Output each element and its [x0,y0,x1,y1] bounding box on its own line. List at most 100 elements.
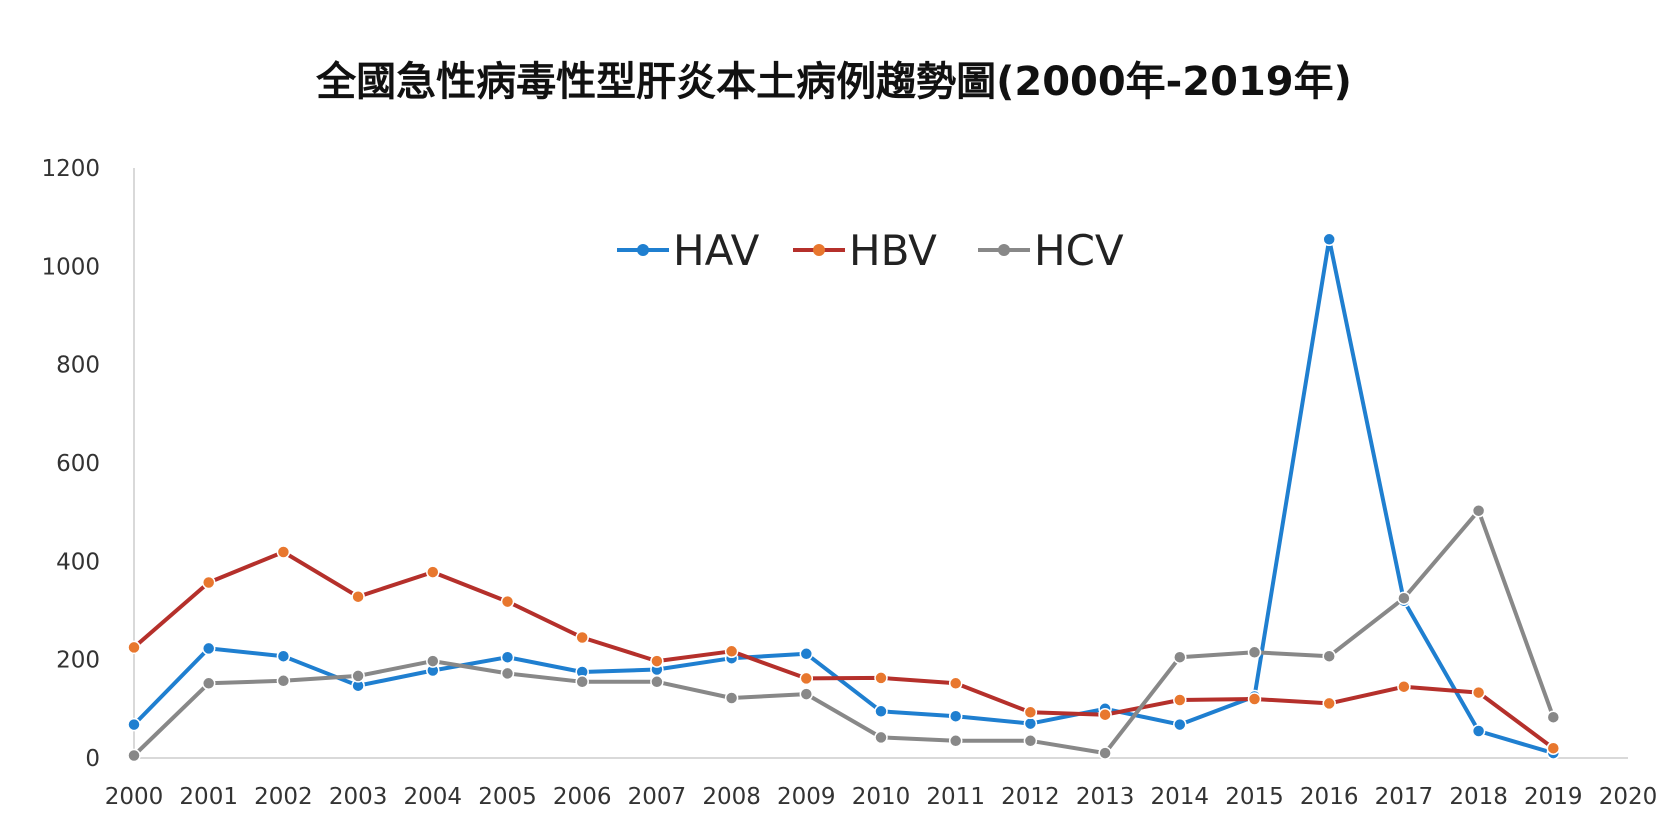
data-point-hbv [650,654,664,668]
data-point-hcv [276,674,291,688]
data-point-hbv [1173,693,1187,707]
x-tick-label: 2020 [1599,784,1658,810]
data-point-hbv [426,565,440,579]
legend-label: HCV [1034,226,1124,275]
x-tick-label: 2017 [1375,784,1434,810]
data-point-hcv [650,675,664,689]
data-point-hbv [948,676,963,691]
data-point-hav [500,650,515,664]
x-tick-label: 2000 [105,784,164,810]
data-point-hav [799,647,814,661]
legend-label: HBV [849,226,937,275]
x-tick-label: 2016 [1300,784,1359,810]
data-point-hcv [948,734,963,748]
x-tick-label: 2008 [702,784,761,810]
y-tick-label: 600 [56,451,100,477]
x-tick-label: 2003 [329,784,388,810]
legend-swatch-marker [637,244,649,256]
data-point-hav [948,709,963,723]
data-point-hcv [799,687,814,701]
y-tick-label: 0 [85,746,100,772]
x-tick-label: 2004 [404,784,463,810]
data-point-hbv [1546,741,1561,755]
series-hbv [127,545,1561,755]
legend-item-hcv: HCV [978,226,1124,275]
data-point-hbv [1471,685,1486,700]
data-point-hcv [1322,649,1336,663]
data-point-hbv [1247,692,1262,706]
legend-swatch-marker [998,244,1010,256]
x-tick-label: 2015 [1225,784,1284,810]
data-point-hav [1173,717,1187,732]
data-point-hcv [1247,645,1262,660]
data-point-hcv [874,730,888,745]
data-point-hcv [575,675,589,689]
legend-item-hav: HAV [617,226,760,275]
x-tick-label: 2018 [1449,784,1508,810]
x-axis-ticks: 2000 2001 2002 2003 2004 2005 2006 2007 2008 2009… [105,784,1658,810]
legend-item-hbv: HBV [793,226,937,275]
data-point-hbv [276,545,291,559]
chart-title: 全國急性病毒性型肝炎本土病例趨勢圖(2000年-2019年) [315,59,1352,105]
data-point-hbv [127,640,141,655]
data-point-hcv [201,676,216,691]
x-tick-label: 2019 [1524,784,1583,810]
data-point-hbv [799,671,814,686]
x-tick-label: 2002 [254,784,313,810]
data-point-hav [1023,716,1038,731]
x-tick-label: 2005 [478,784,537,810]
legend: HAV HBV HCV [617,226,1124,275]
data-point-hcv [1173,650,1187,664]
series-hcv [127,503,1561,763]
data-point-hbv [724,644,739,659]
x-tick-label: 2011 [926,784,985,810]
y-axis-ticks: 0 200 400 600 800 1000 1200 [41,156,100,772]
legend-swatch-marker [813,244,825,256]
data-point-hbv [1098,707,1112,722]
data-point-hcv [1471,503,1486,518]
data-point-hcv [1023,734,1038,748]
x-tick-label: 2007 [628,784,687,810]
data-point-hcv [1098,746,1112,760]
data-point-hbv [1322,696,1336,711]
series-layer [127,232,1561,763]
legend-label: HAV [673,226,760,275]
data-point-hcv [426,654,440,668]
data-point-hav [1471,724,1486,738]
data-point-hbv [201,575,216,590]
data-point-hcv [724,691,739,705]
data-point-hcv [1546,710,1561,724]
data-point-hav [201,641,216,656]
data-point-hbv [575,630,589,645]
x-tick-label: 2014 [1151,784,1210,810]
data-point-hav [276,649,291,663]
data-point-hav [1322,232,1336,247]
series-line-hbv [132,550,1556,751]
data-point-hcv [127,748,141,763]
y-tick-label: 800 [56,353,100,379]
y-tick-label: 400 [56,549,100,575]
x-tick-label: 2013 [1076,784,1135,810]
y-tick-label: 1000 [41,254,100,280]
x-tick-label: 2010 [852,784,911,810]
x-tick-label: 2001 [179,784,238,810]
y-tick-label: 1200 [41,156,100,182]
data-point-hbv [351,589,365,604]
data-point-hav [127,717,141,732]
x-tick-label: 2006 [553,784,612,810]
series-line-hcv [132,508,1556,758]
data-point-hcv [351,669,365,683]
data-point-hbv [1023,705,1038,720]
x-tick-label: 2009 [777,784,836,810]
data-point-hbv [874,671,888,685]
data-point-hbv [1397,679,1411,694]
series-hav [127,232,1561,760]
data-point-hcv [1397,591,1411,605]
x-tick-label: 2012 [1001,784,1060,810]
data-point-hbv [500,594,515,609]
series-line-hav [132,237,1556,756]
y-tick-label: 200 [56,648,100,674]
data-point-hav [874,704,888,719]
data-point-hcv [500,666,515,681]
